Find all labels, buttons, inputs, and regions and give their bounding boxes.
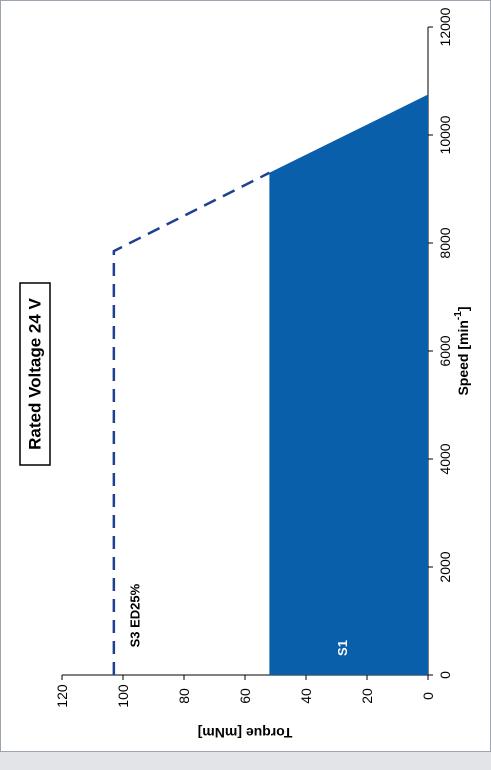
speed-tick-label: 6000 [437, 335, 453, 366]
speed-tick-label: 4000 [437, 443, 453, 474]
torque-tick-label: 20 [359, 688, 375, 704]
series-s3-label: S3 ED25% [128, 583, 143, 647]
speed-axis-title: Speed [min-1] [453, 306, 472, 395]
series-layer: S1 S3 ED25% [112, 94, 428, 675]
series-s3-dashed-line [112, 171, 270, 675]
banner-box [19, 282, 51, 466]
speed-tick-label: 10000 [437, 115, 453, 154]
series-s1-label: S1 [335, 640, 350, 656]
speed-ticks: 0 2000 4000 6000 8000 10000 12000 [428, 7, 453, 679]
torque-tick-label: 60 [237, 688, 253, 704]
series-s1-area [269, 94, 428, 675]
torque-tick-label: 40 [298, 688, 314, 704]
rated-voltage-banner: Rated Voltage 24 V [19, 282, 51, 466]
speed-tick-label: 8000 [437, 227, 453, 258]
speed-tick-label: 12000 [437, 7, 453, 46]
torque-axis-title: Torque [mNm] [198, 725, 293, 741]
torque-tick-label: 120 [54, 684, 70, 708]
bottom-strip [0, 752, 491, 770]
speed-tick-label: 0 [437, 671, 453, 679]
speed-tick-label: 2000 [437, 551, 453, 582]
torque-tick-label: 0 [420, 692, 436, 700]
torque-tick-label: 100 [115, 684, 131, 708]
chart-title: Rated Voltage 24 V [26, 297, 45, 449]
torque-ticks: 0 20 40 60 80 100 120 [54, 675, 436, 708]
torque-tick-label: 80 [176, 688, 192, 704]
